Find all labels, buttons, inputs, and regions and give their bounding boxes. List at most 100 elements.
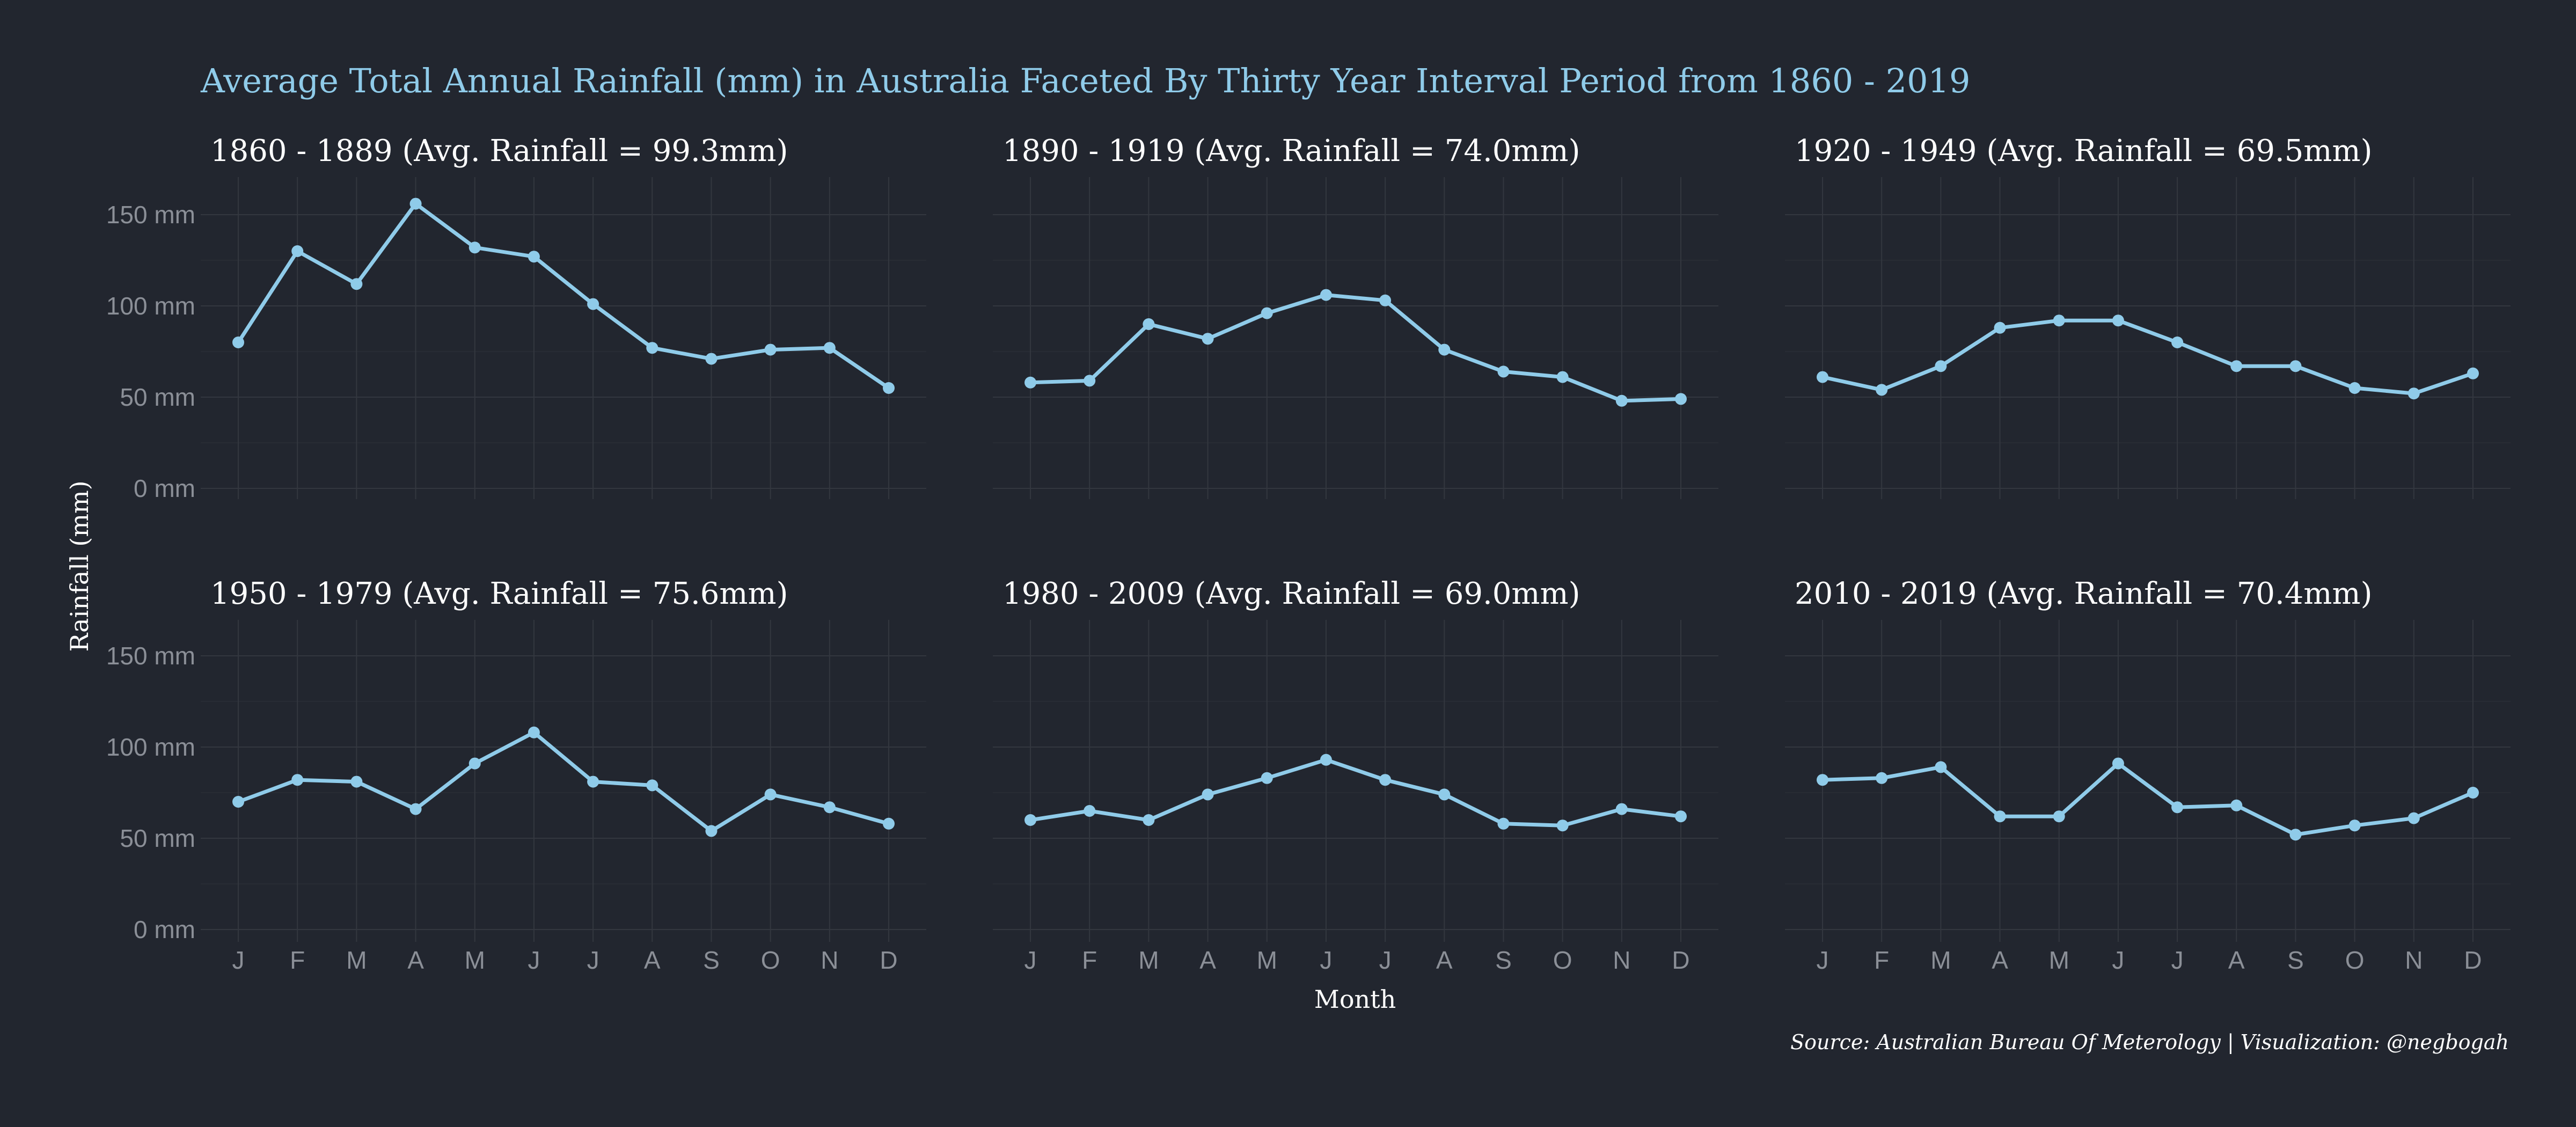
data-point [1615,803,1628,815]
data-point [1320,289,1332,301]
data-point [1497,817,1510,830]
series-line [237,202,890,390]
facet-panel: 1920 - 1949 (Avg. Rainfall = 69.5mm) [1785,134,2511,499]
facet-panel: 0 mm 50 mm 100 mm 150 mm 1860 - 1889 (Avg. R… [106,134,926,502]
data-point [1615,394,1628,407]
x-tick-label: N [821,946,838,974]
x-tick-label: J [2112,946,2124,974]
data-point [1143,814,1155,826]
data-point [1202,788,1214,801]
facet-panels: 0 mm 50 mm 100 mm 150 mm 1860 - 1889 (Avg. R… [106,134,2511,974]
data-point [2230,799,2243,811]
x-tick-label: J [587,946,599,974]
x-tick-label: J [1379,946,1392,974]
series-line [1030,293,1681,403]
data-point [350,278,363,290]
x-tick-label: M [1138,946,1159,974]
data-point [469,757,481,770]
data-point [409,803,422,815]
data-point [2230,360,2243,372]
x-tick-label: M [1930,946,1951,974]
x-tick-label: F [1082,946,1097,974]
data-point [350,775,363,788]
y-tick-label: 100 mm [106,733,195,761]
x-tick-label: M [465,946,485,974]
x-tick-label: J [1817,946,1829,974]
chart-title: Average Total Annual Rainfall (mm) in Au… [200,61,1970,100]
y-tick-label: 150 mm [106,201,195,229]
data-point [2171,336,2184,348]
data-point [646,342,658,354]
data-point [1261,772,1273,784]
data-point [2467,787,2479,799]
data-point [2348,382,2361,394]
data-point [587,298,599,310]
data-point [291,774,304,786]
x-tick-label: J [2171,946,2184,974]
data-point [764,343,777,356]
x-tick-label: F [290,946,305,974]
data-point [1084,805,1096,817]
data-point [1556,371,1569,383]
facet-panel: 1890 - 1919 (Avg. Rainfall = 74.0mm) [993,134,1718,499]
data-point [2289,829,2302,841]
data-point [883,382,895,394]
x-tick-label: A [1992,946,2008,974]
data-point [823,801,836,814]
data-point [1024,814,1036,826]
series-line [1030,758,1681,828]
data-point [2289,360,2302,372]
data-point [469,241,481,254]
data-point [883,817,895,830]
facet-panel: 2010 - 2019 (Avg. Rainfall = 70.4mm) J F M A… [1785,576,2511,974]
x-tick-label: A [644,946,661,974]
data-point [1675,810,1687,823]
x-tick-label: F [1874,946,1889,974]
data-point [291,245,304,257]
data-point [1379,774,1392,786]
data-point [2467,367,2479,379]
x-tick-label: D [2464,946,2482,974]
x-tick-label: N [2405,946,2423,974]
x-tick-label: A [2228,946,2245,974]
facet-title: 2010 - 2019 (Avg. Rainfall = 70.4mm) [1795,576,2372,611]
data-point [1935,360,1947,372]
data-point [232,336,244,348]
facet-title: 1860 - 1889 (Avg. Rainfall = 99.3mm) [210,134,788,169]
x-axis-label: Month [1314,985,1396,1014]
x-tick-label: D [1672,946,1689,974]
x-tick-label: A [1436,946,1453,974]
x-tick-label: S [1495,946,1512,974]
data-point [2112,757,2124,770]
data-point [1261,307,1273,319]
y-tick-label: 50 mm [120,383,195,411]
x-tick-label: M [346,946,367,974]
data-point [705,825,718,837]
facet-title: 1920 - 1949 (Avg. Rainfall = 69.5mm) [1795,134,2372,169]
x-tick-label: O [1553,946,1572,974]
x-tick-label: A [407,946,424,974]
x-tick-label: S [2287,946,2304,974]
data-point [1817,774,1828,786]
data-point [1379,294,1392,306]
x-tick-label: J [528,946,540,974]
y-axis-label: Rainfall (mm) [65,480,94,652]
x-tick-label: J [1024,946,1037,974]
data-point [1994,810,2006,823]
facet-panel: 1980 - 2009 (Avg. Rainfall = 69.0mm) J F M A… [993,576,1718,974]
data-point [1497,365,1510,378]
facet-title: 1950 - 1979 (Avg. Rainfall = 75.6mm) [210,576,788,611]
y-tick-label: 50 mm [120,824,195,852]
x-tick-label: J [232,946,245,974]
data-point [1675,393,1687,405]
data-point [232,796,244,808]
data-point [1994,321,2006,334]
data-point [2171,801,2184,814]
data-point [2053,810,2065,823]
data-point [1438,788,1451,801]
data-point [1438,343,1451,356]
source-caption: Source: Australian Bureau Of Meterology … [1790,1030,2509,1054]
x-tick-label: O [2345,946,2365,974]
data-point [1876,772,1888,784]
